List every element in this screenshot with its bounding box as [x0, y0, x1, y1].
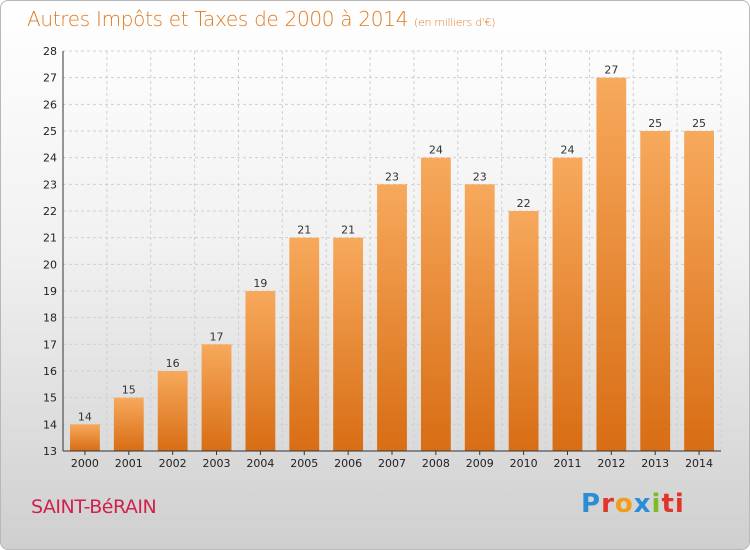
bar: [157, 371, 188, 451]
bar-value-label: 16: [166, 357, 180, 370]
x-tick-label: 2007: [378, 457, 406, 470]
axes: 13 14 15 16 17 18 19 20 21 22 23 24 25 26 27 28 2000 2001…: [43, 45, 721, 470]
bar: [201, 344, 232, 451]
chart-title-unit: (en milliers d'€): [414, 16, 496, 29]
chart-title: Autres Impôts et Taxes de 2000 à 2014 (en…: [27, 7, 495, 31]
logo-letter: r: [601, 489, 615, 519]
y-tick-label: 20: [43, 258, 57, 271]
y-tick-label: 26: [43, 98, 57, 111]
y-tick-label: 24: [43, 152, 57, 165]
bar-value-label: 23: [473, 170, 487, 183]
x-tick-label: 2003: [203, 457, 231, 470]
bar-value-label: 21: [297, 224, 311, 237]
proxiti-logo: Proxiti: [581, 489, 685, 519]
bar: [640, 131, 671, 451]
bar: [684, 131, 714, 451]
y-tick-label: 17: [43, 338, 57, 351]
bar: [596, 77, 627, 452]
y-tick-label: 18: [43, 312, 57, 325]
y-tick-label: 28: [43, 45, 57, 58]
x-tick-label: 2000: [71, 457, 99, 470]
bar-value-label: 25: [648, 117, 662, 130]
logo-letter: x: [633, 489, 652, 519]
commune-name: SAINT-BéRAIN: [31, 496, 157, 518]
y-tick-label: 25: [43, 125, 57, 138]
bar-value-label: 24: [560, 144, 574, 157]
bar-value-label: 14: [78, 410, 92, 423]
bar: [113, 397, 144, 451]
y-tick-label: 16: [43, 365, 57, 378]
logo-letter: ti: [661, 489, 685, 519]
y-tick-label: 19: [43, 285, 57, 298]
y-tick-label: 23: [43, 178, 57, 191]
bar: [245, 291, 276, 451]
y-tick-label: 13: [43, 445, 57, 458]
logo-letter: i: [651, 489, 662, 519]
bar-value-label: 24: [429, 144, 443, 157]
x-tick-label: 2008: [422, 457, 450, 470]
bar: [508, 211, 539, 451]
y-tick-label: 21: [43, 232, 57, 245]
x-tick-label: 2012: [597, 457, 625, 470]
bar-value-label: 25: [692, 117, 706, 130]
y-tick-label: 15: [43, 392, 57, 405]
logo-letter: o: [614, 489, 634, 519]
x-tick-label: 2013: [641, 457, 669, 470]
bar: [70, 424, 100, 451]
x-tick-label: 2005: [290, 457, 318, 470]
bars: 14 15 16 17 19 21 21 23 24 23 22 24 27 25 25: [70, 64, 714, 452]
x-tick-label: 2011: [553, 457, 581, 470]
y-tick-label: 27: [43, 72, 57, 85]
bar: [420, 157, 451, 451]
bar-value-label: 17: [210, 330, 224, 343]
x-tick-label: 2006: [334, 457, 362, 470]
bar: [377, 184, 407, 452]
bar-value-label: 19: [253, 277, 267, 290]
x-tick-label: 2002: [159, 457, 187, 470]
x-tick-label: 2014: [685, 457, 713, 470]
x-tick-label: 2004: [246, 457, 274, 470]
bar: [333, 237, 364, 451]
bar-value-label: 21: [341, 224, 355, 237]
x-tick-label: 2001: [115, 457, 143, 470]
x-tick-label: 2010: [510, 457, 538, 470]
bar-value-label: 23: [385, 170, 399, 183]
bar-value-label: 22: [517, 197, 531, 210]
bar-value-label: 27: [604, 64, 618, 77]
y-tick-label: 22: [43, 205, 57, 218]
logo-letter: P: [581, 489, 602, 519]
chart-title-main: Autres Impôts et Taxes de 2000 à 2014: [27, 7, 408, 31]
bar: [552, 157, 583, 451]
y-tick-label: 14: [43, 418, 57, 431]
x-tick-label: 2009: [466, 457, 494, 470]
bar: [289, 237, 320, 451]
bar-value-label: 15: [122, 384, 136, 397]
bar: [464, 184, 495, 452]
